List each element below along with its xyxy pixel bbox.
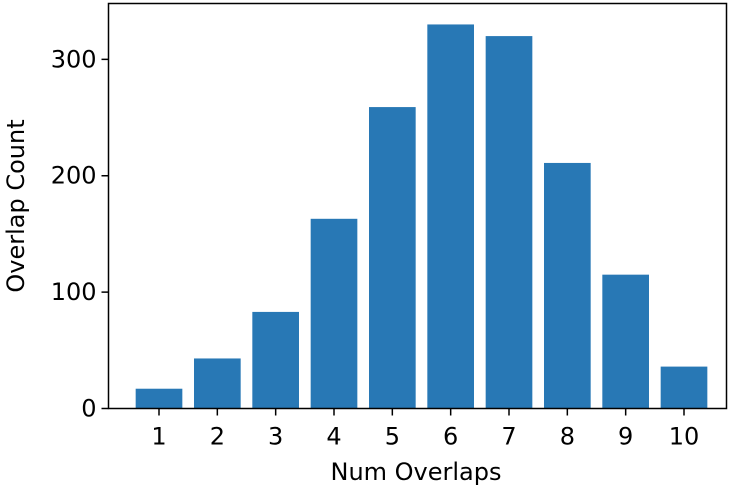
- x-tick-label: 9: [618, 423, 633, 451]
- y-axis-title: Overlap Count: [2, 119, 30, 292]
- bar-9: [602, 274, 649, 409]
- bar-7: [485, 36, 533, 409]
- plot-frame: [107, 2, 728, 410]
- x-tick-label: 5: [385, 423, 400, 451]
- x-axis-title: Num Overlaps: [330, 458, 501, 486]
- y-tick-label: 300: [51, 45, 97, 73]
- bar-8: [544, 162, 591, 409]
- bar-5: [369, 107, 416, 409]
- bar-2: [194, 358, 241, 409]
- bar-4: [310, 218, 358, 409]
- y-axis-ticks: 0 100 200 300: [51, 45, 109, 423]
- bar-3: [252, 311, 299, 409]
- bar-10: [660, 366, 708, 409]
- x-tick-label: 2: [210, 423, 225, 451]
- bar-1: [135, 388, 183, 409]
- x-tick-label: 6: [443, 423, 458, 451]
- y-tick-label: 100: [51, 278, 97, 306]
- y-tick-label: 200: [51, 162, 97, 190]
- x-tick-label: 1: [151, 423, 166, 451]
- bars: [135, 24, 708, 409]
- x-tick-label: 4: [326, 423, 341, 451]
- bar-6: [427, 24, 474, 409]
- x-axis-ticks: 1 2 3 4 5 6 7 8 9 10: [151, 408, 700, 451]
- x-tick-label: 8: [560, 423, 575, 451]
- x-tick-label: 7: [501, 423, 516, 451]
- x-tick-label: 10: [669, 423, 700, 451]
- y-tick-label: 0: [81, 395, 96, 423]
- x-tick-label: 3: [268, 423, 283, 451]
